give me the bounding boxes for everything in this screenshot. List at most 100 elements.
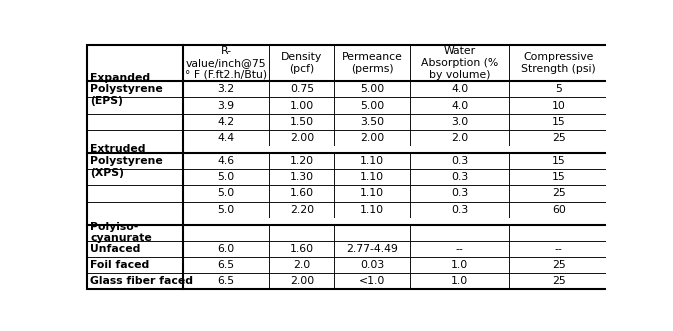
Text: 0.75: 0.75 [290, 84, 314, 94]
Text: 0.3: 0.3 [451, 156, 468, 166]
Bar [509, 241, 608, 257]
Text: 1.10: 1.10 [360, 188, 384, 199]
Text: 2.00: 2.00 [290, 133, 314, 143]
Bar [183, 114, 269, 130]
Bar [87, 130, 183, 146]
Bar [334, 218, 410, 224]
Text: 0.3: 0.3 [451, 205, 468, 215]
Bar [183, 146, 269, 153]
Text: 0.03: 0.03 [360, 260, 384, 270]
Bar [87, 81, 183, 97]
Text: 5.0: 5.0 [217, 188, 235, 199]
Bar [410, 153, 509, 169]
Text: Foil faced: Foil faced [90, 260, 149, 270]
Bar [410, 241, 509, 257]
Text: 4.4: 4.4 [217, 133, 235, 143]
Bar [183, 130, 269, 146]
Text: Density
(pcf): Density (pcf) [281, 52, 322, 74]
Bar [334, 257, 410, 273]
Bar [269, 114, 334, 130]
Bar [183, 185, 269, 202]
Text: 5.0: 5.0 [217, 172, 235, 182]
Bar [410, 97, 509, 114]
Bar [269, 224, 334, 241]
Text: 25: 25 [552, 133, 565, 143]
Text: 15: 15 [552, 156, 565, 166]
Text: 2.00: 2.00 [290, 276, 314, 286]
Text: 3.9: 3.9 [217, 101, 235, 111]
Text: Unfaced: Unfaced [90, 244, 141, 254]
Text: 0.3: 0.3 [451, 188, 468, 199]
Text: 1.10: 1.10 [360, 205, 384, 215]
Text: 5.00: 5.00 [360, 101, 384, 111]
Text: Permeance
(perms): Permeance (perms) [342, 52, 402, 74]
Bar [183, 202, 269, 218]
Bar [183, 218, 269, 224]
Text: 2.0: 2.0 [451, 133, 468, 143]
Bar [509, 218, 608, 224]
Bar [87, 169, 183, 185]
Text: 6.5: 6.5 [217, 260, 235, 270]
Text: 4.2: 4.2 [217, 117, 235, 127]
Bar [410, 218, 509, 224]
Text: R-
value/inch@75
° F (F.ft2.h/Btu): R- value/inch@75 ° F (F.ft2.h/Btu) [185, 46, 267, 79]
Bar [87, 153, 183, 169]
Text: Compressive
Strength (psi): Compressive Strength (psi) [522, 52, 596, 74]
Bar [509, 97, 608, 114]
Bar [183, 257, 269, 273]
Bar [269, 153, 334, 169]
Bar [509, 153, 608, 169]
Bar [87, 114, 183, 130]
Bar [269, 130, 334, 146]
Text: 25: 25 [552, 276, 565, 286]
Text: 4.6: 4.6 [217, 156, 235, 166]
Bar [269, 45, 334, 81]
Text: 3.0: 3.0 [451, 117, 468, 127]
Bar [87, 146, 183, 153]
Text: 5.00: 5.00 [360, 84, 384, 94]
Text: Extruded
Polystyrene
(XPS): Extruded Polystyrene (XPS) [90, 144, 163, 177]
Bar [509, 257, 608, 273]
Bar [509, 45, 608, 81]
Bar [87, 273, 183, 290]
Bar [410, 114, 509, 130]
Text: 2.77-4.49: 2.77-4.49 [347, 244, 398, 254]
Text: 15: 15 [552, 117, 565, 127]
Text: Water
Absorption (%
by volume): Water Absorption (% by volume) [421, 46, 498, 79]
Bar [509, 114, 608, 130]
Bar [269, 169, 334, 185]
Bar [87, 218, 183, 224]
Text: 4.0: 4.0 [451, 101, 468, 111]
Bar [410, 146, 509, 153]
Text: 1.10: 1.10 [360, 172, 384, 182]
Bar [334, 202, 410, 218]
Bar [269, 97, 334, 114]
Bar [269, 202, 334, 218]
Bar [509, 185, 608, 202]
Bar [183, 224, 269, 241]
Bar [410, 185, 509, 202]
Bar [410, 81, 509, 97]
Bar [410, 257, 509, 273]
Bar [410, 169, 509, 185]
Text: 2.0: 2.0 [293, 260, 310, 270]
Bar [334, 130, 410, 146]
Text: <1.0: <1.0 [359, 276, 386, 286]
Text: 6.0: 6.0 [217, 244, 235, 254]
Text: 1.0: 1.0 [451, 276, 468, 286]
Text: Glass fiber faced: Glass fiber faced [90, 276, 193, 286]
Text: 2.20: 2.20 [290, 205, 314, 215]
Bar [334, 224, 410, 241]
Bar [509, 202, 608, 218]
Bar [334, 273, 410, 290]
Text: 1.10: 1.10 [360, 156, 384, 166]
Text: 1.60: 1.60 [290, 188, 314, 199]
Text: 1.20: 1.20 [290, 156, 314, 166]
Text: 1.60: 1.60 [290, 244, 314, 254]
Text: 1.50: 1.50 [290, 117, 314, 127]
Text: 60: 60 [552, 205, 566, 215]
Bar [410, 130, 509, 146]
Bar [410, 202, 509, 218]
Text: 3.50: 3.50 [360, 117, 384, 127]
Bar [334, 241, 410, 257]
